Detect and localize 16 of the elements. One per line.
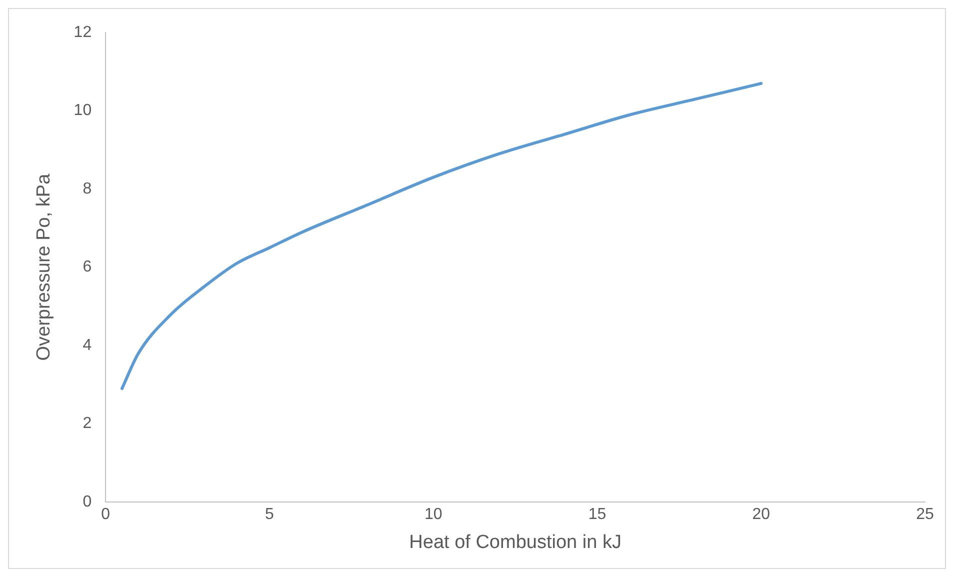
x-tick-label: 10 <box>424 506 442 524</box>
y-tick-label: 10 <box>74 102 92 120</box>
x-tick-label: 15 <box>588 506 606 524</box>
y-tick-label: 2 <box>82 415 92 432</box>
y-tick-label: 12 <box>74 24 92 42</box>
x-tick-label: 25 <box>916 506 934 524</box>
y-axis-title: Overpressure Po, kPa <box>34 173 55 361</box>
y-tick-label: 4 <box>82 336 92 354</box>
y-tick-label: 6 <box>82 258 92 276</box>
y-tick-label: 8 <box>82 180 92 198</box>
x-tick-label: 5 <box>265 506 274 524</box>
x-axis-title: Heat of Combustion in kJ <box>409 532 622 553</box>
x-tick-label: 0 <box>101 506 110 524</box>
y-tick-label: 0 <box>82 493 92 510</box>
line-series <box>120 82 763 390</box>
x-tick-label: 20 <box>752 506 770 524</box>
